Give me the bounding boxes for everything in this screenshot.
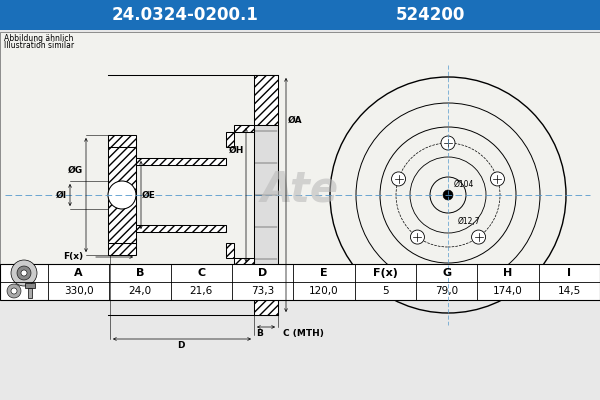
Bar: [28, 288, 32, 298]
Bar: [25, 283, 35, 288]
Bar: [234, 258, 254, 265]
Circle shape: [108, 181, 136, 209]
Text: D: D: [258, 268, 267, 278]
Text: A: A: [74, 268, 83, 278]
Bar: [254, 125, 278, 265]
Text: 21,6: 21,6: [190, 286, 213, 296]
Text: 524200: 524200: [395, 6, 464, 24]
Bar: [136, 158, 226, 165]
Text: 14,5: 14,5: [558, 286, 581, 296]
Text: I: I: [568, 268, 571, 278]
Text: 120,0: 120,0: [309, 286, 339, 296]
Text: 24.0324-0200.1: 24.0324-0200.1: [112, 6, 259, 24]
Text: Ø104: Ø104: [454, 180, 475, 189]
Circle shape: [17, 266, 31, 280]
Circle shape: [410, 230, 424, 244]
Circle shape: [392, 172, 406, 186]
Bar: [0, 0, 600, 30]
Text: D: D: [177, 341, 185, 350]
Circle shape: [441, 136, 455, 150]
Text: ØG: ØG: [68, 166, 83, 174]
Circle shape: [443, 190, 453, 200]
Bar: [234, 125, 254, 132]
Text: Abbildung ähnlich: Abbildung ähnlich: [4, 34, 73, 43]
Text: 330,0: 330,0: [64, 286, 94, 296]
Circle shape: [11, 288, 17, 294]
Text: 24,0: 24,0: [128, 286, 152, 296]
Bar: [90, 37, 290, 295]
Text: 5: 5: [382, 286, 389, 296]
Bar: [0, 32, 600, 300]
Text: ØH: ØH: [229, 146, 244, 154]
Bar: [108, 243, 136, 255]
Bar: [108, 135, 136, 147]
Text: ØI: ØI: [56, 190, 67, 200]
Text: F(x): F(x): [373, 268, 398, 278]
Text: B: B: [257, 329, 263, 338]
Circle shape: [21, 270, 27, 276]
Circle shape: [11, 260, 37, 286]
Bar: [226, 132, 234, 147]
Bar: [254, 75, 278, 125]
Text: 174,0: 174,0: [493, 286, 523, 296]
Text: E: E: [320, 268, 328, 278]
Circle shape: [472, 230, 485, 244]
Bar: [108, 147, 136, 243]
Bar: [226, 243, 234, 258]
Circle shape: [7, 284, 21, 298]
Text: Illustration similar: Illustration similar: [4, 41, 74, 50]
Text: C (MTH): C (MTH): [283, 329, 324, 338]
Text: B: B: [136, 268, 144, 278]
Text: C: C: [197, 268, 205, 278]
Bar: [0, 264, 600, 300]
Bar: [254, 265, 278, 315]
Text: G: G: [442, 268, 451, 278]
Text: Ate: Ate: [261, 169, 339, 211]
Text: 79,0: 79,0: [435, 286, 458, 296]
Text: Ø12,7: Ø12,7: [458, 217, 481, 226]
Text: ØE: ØE: [142, 190, 156, 200]
Text: 73,3: 73,3: [251, 286, 274, 296]
Text: ØA: ØA: [288, 116, 302, 124]
Text: H: H: [503, 268, 512, 278]
Text: F(x): F(x): [63, 252, 83, 262]
Bar: [136, 225, 226, 232]
Bar: [295, 37, 565, 295]
Circle shape: [490, 172, 505, 186]
